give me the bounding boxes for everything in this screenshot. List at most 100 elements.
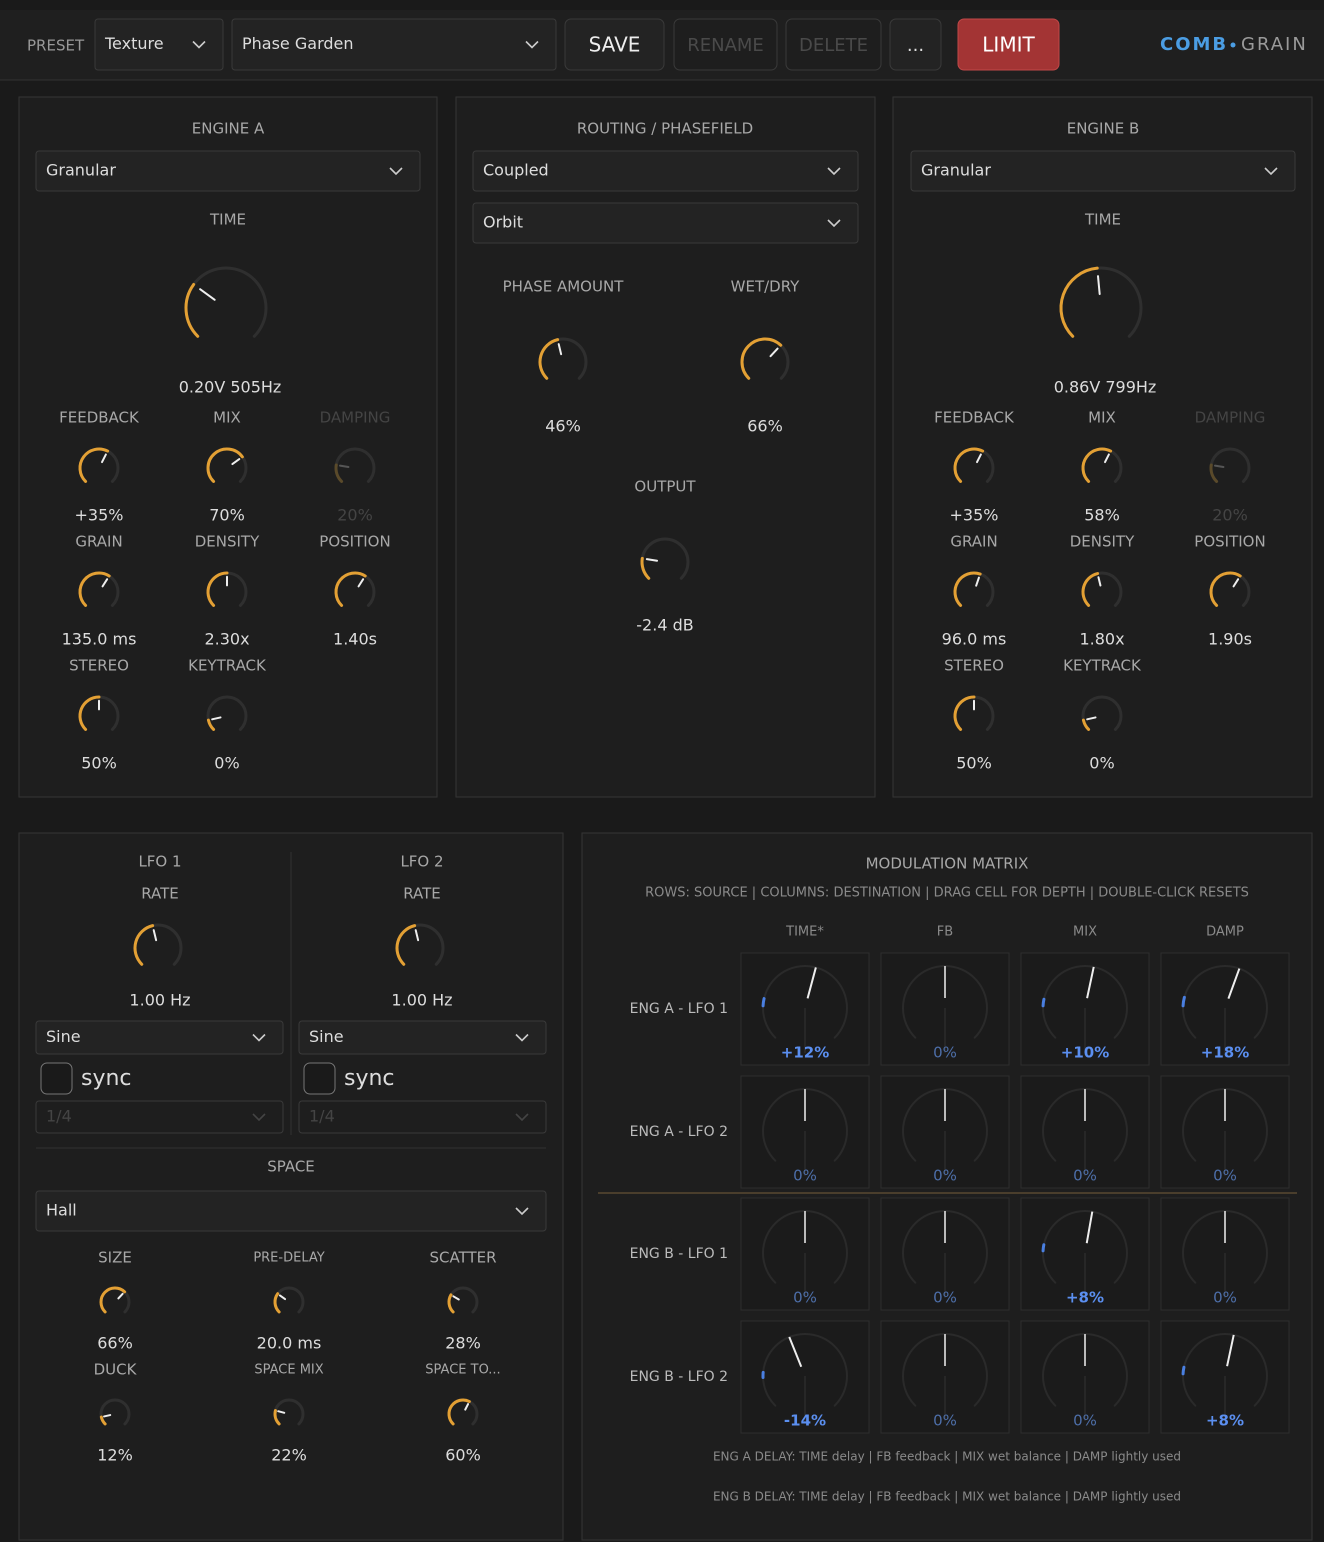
checkbox-label[interactable]: sync [344,1066,395,1091]
knob-fill [273,1292,281,1314]
knob-pointer[interactable] [557,343,563,356]
dropdown[interactable] [472,202,859,244]
knob-pointer[interactable] [199,288,216,301]
value: 0.86V 799Hz [1054,378,1157,397]
dropdown-value[interactable]: Granular [46,161,116,180]
dropdown-value[interactable]: Phase Garden [242,34,354,53]
dropdown[interactable] [231,18,557,71]
brand-dot [1230,42,1236,48]
subtitle: ROWS: SOURCE | COLUMNS: DESTINATION | DR… [645,886,1249,901]
value: 96.0 ms [942,630,1007,649]
button[interactable] [785,18,882,71]
button[interactable] [564,18,665,71]
dropdown-value[interactable]: Coupled [483,161,549,180]
value: 50% [81,754,117,773]
panel [892,96,1313,798]
knob-pointer[interactable] [117,1292,124,1300]
value: 20% [1212,506,1248,525]
label: DENSITY [1070,533,1135,551]
chevron [827,219,841,228]
button[interactable] [957,18,1060,71]
dropdown[interactable] [35,1190,547,1232]
knob-track [1182,1333,1268,1407]
label: DAMPING [320,409,391,427]
value: 50% [956,754,992,773]
knob-fill [99,1415,107,1426]
knob-fill [334,463,344,483]
button-label[interactable]: DELETE [799,35,868,56]
knob-pointer[interactable] [1086,716,1097,721]
knob-fill [1209,463,1219,483]
dropdown[interactable] [35,1100,284,1134]
knob-pointer[interactable] [414,929,420,942]
label: TIME [1084,211,1121,229]
knob-pointer[interactable] [357,578,365,588]
knob-pointer[interactable] [1096,275,1101,296]
checkbox-label[interactable]: sync [81,1066,132,1091]
knob-fill [99,1286,127,1314]
knob-track [1182,965,1268,1039]
cell-value: +8% [1206,1412,1244,1430]
dropdown[interactable] [910,150,1296,192]
dropdown-value[interactable]: Sine [309,1027,344,1046]
knob-pointer[interactable] [103,1414,112,1418]
checkbox[interactable] [303,1062,336,1095]
dropdown[interactable] [35,150,421,192]
knob-pointer[interactable] [152,929,158,942]
knob-pointer[interactable] [1104,453,1110,464]
label: OUTPUT [634,478,696,496]
value: 0.20V 505Hz [179,378,282,397]
panel [455,96,876,798]
value: 2.30x [204,630,249,649]
panel-title: SPACE [267,1158,315,1176]
knob-pointer[interactable] [1097,576,1102,587]
label: POSITION [1194,533,1265,551]
dropdown-value[interactable]: Sine [46,1027,81,1046]
button[interactable] [889,18,942,71]
button-label[interactable]: LIMIT [982,33,1035,57]
chevron [389,167,403,176]
knob-pointer[interactable] [975,576,980,587]
knob-pointer[interactable] [231,458,241,466]
button[interactable] [673,18,778,71]
checkbox[interactable] [40,1062,73,1095]
value: 66% [747,417,783,436]
knob-track [1081,695,1123,731]
dropdown[interactable] [35,1020,284,1055]
knob-pointer[interactable] [645,558,659,562]
dropdown[interactable] [94,18,224,71]
knob-pointer[interactable] [452,1295,460,1301]
dropdown-value[interactable]: Texture [104,34,164,53]
knob-pointer[interactable] [976,453,982,464]
dropdown[interactable] [298,1020,547,1055]
button-label[interactable]: ... [907,35,924,56]
value: 1.00 Hz [391,991,452,1010]
knob-pointer[interactable] [1213,464,1225,468]
knob-fill [1081,572,1100,607]
knob-pointer[interactable] [338,464,350,468]
button-label[interactable]: RENAME [687,35,764,56]
value: 1.80x [1079,630,1124,649]
dropdown-value[interactable]: 1/4 [309,1107,335,1126]
label: RATE [141,885,179,903]
knob-pointer[interactable] [101,578,109,588]
dropdown-value[interactable]: Orbit [483,213,523,232]
knob-pointer[interactable] [464,1403,470,1411]
dropdown-value[interactable]: Hall [46,1201,77,1220]
knob-pointer[interactable] [278,1294,287,1301]
knob-pointer[interactable] [211,716,222,721]
dropdown-value[interactable]: 1/4 [46,1107,72,1126]
label: SPACE TO... [425,1363,500,1378]
dropdown[interactable] [298,1100,547,1134]
knob-pointer[interactable] [277,1410,286,1414]
knob-pointer[interactable] [101,453,107,464]
label: STEREO [69,657,129,675]
knob-pointer[interactable] [1232,578,1240,588]
cell-value: 0% [1073,1167,1097,1185]
dropdown-value[interactable]: Granular [921,161,991,180]
label: DUCK [94,1361,138,1379]
knob-pointer[interactable] [769,347,779,358]
panel-title: ENGINE A [192,120,265,138]
button-label[interactable]: SAVE [589,33,641,57]
dropdown[interactable] [472,150,859,192]
